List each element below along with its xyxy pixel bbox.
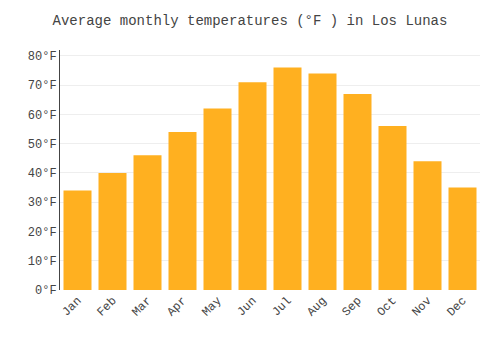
- svg-text:Jan: Jan: [59, 294, 84, 319]
- svg-text:0°F: 0°F: [35, 284, 57, 298]
- svg-text:Jun: Jun: [234, 294, 259, 319]
- svg-text:Jul: Jul: [269, 294, 294, 319]
- svg-text:Nov: Nov: [409, 294, 434, 319]
- svg-text:Average monthly temperatures (: Average monthly temperatures (°F ) in Lo…: [53, 13, 448, 29]
- svg-text:Oct: Oct: [374, 294, 399, 319]
- svg-text:Apr: Apr: [164, 294, 189, 319]
- svg-text:Sep: Sep: [339, 294, 364, 319]
- svg-text:Mar: Mar: [129, 294, 154, 319]
- svg-text:40°F: 40°F: [28, 167, 57, 181]
- svg-text:May: May: [199, 294, 224, 319]
- svg-text:20°F: 20°F: [28, 226, 57, 240]
- svg-text:30°F: 30°F: [28, 196, 57, 210]
- svg-text:Dec: Dec: [444, 294, 469, 319]
- svg-text:10°F: 10°F: [28, 255, 57, 269]
- svg-text:70°F: 70°F: [28, 79, 57, 93]
- svg-text:80°F: 80°F: [28, 50, 57, 64]
- svg-text:60°F: 60°F: [28, 109, 57, 123]
- svg-text:Aug: Aug: [304, 294, 329, 319]
- svg-text:Feb: Feb: [94, 294, 119, 319]
- svg-text:50°F: 50°F: [28, 138, 57, 152]
